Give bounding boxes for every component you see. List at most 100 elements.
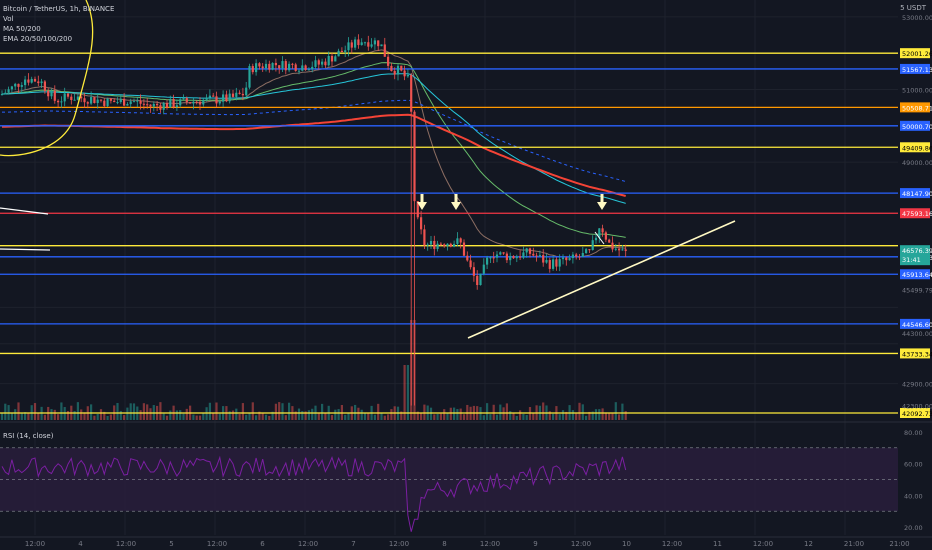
candle-body <box>528 248 532 254</box>
volume-bar <box>423 404 426 420</box>
candle-body <box>588 249 591 251</box>
candle-body <box>344 50 347 53</box>
volume-bar <box>162 413 165 420</box>
candle-body <box>113 100 116 103</box>
candle-body <box>621 249 624 251</box>
ema-indicator-label[interactable]: EMA 20/50/100/200 <box>3 35 73 43</box>
candle-body <box>0 93 4 95</box>
candle-body <box>123 98 126 106</box>
volume-bar <box>294 411 297 420</box>
time-axis-label: 21:00 <box>844 540 864 548</box>
candle-body <box>57 100 60 103</box>
candle-body <box>439 243 442 245</box>
symbol-title[interactable]: Bitcoin / TetherUS, 1h, BINANCE <box>3 5 115 13</box>
candle-body <box>495 254 499 258</box>
ema-100-line <box>2 73 626 204</box>
volume-bar <box>53 409 56 420</box>
volume-bar <box>149 408 152 420</box>
volume-bar <box>542 402 545 420</box>
rsi-axis-label: 60.00 <box>904 461 923 469</box>
volume-bar <box>129 403 132 420</box>
ma-indicator-label[interactable]: MA 50/200 <box>3 25 41 33</box>
candle-body <box>449 243 452 247</box>
candle-body <box>80 96 83 99</box>
volume-bar <box>24 412 27 420</box>
candle-body <box>189 102 192 104</box>
candle-body <box>561 257 565 260</box>
volume-bar <box>288 402 291 420</box>
time-axis-label: 9 <box>533 540 537 548</box>
candle-body <box>548 260 551 269</box>
price-level-value: 45913.64 <box>902 271 932 279</box>
candle-body <box>307 69 310 71</box>
volume-bar <box>624 411 627 420</box>
volume-bar <box>337 409 340 420</box>
volume-bar <box>175 410 178 420</box>
volume-bar <box>446 413 449 420</box>
volume-bar <box>198 415 202 420</box>
vol-indicator-label[interactable]: Vol <box>3 15 14 23</box>
candle-body <box>406 74 409 77</box>
candle-body <box>337 50 340 57</box>
volume-bar <box>248 412 251 420</box>
candle-body <box>370 44 373 47</box>
volume-bar <box>261 412 264 420</box>
candle-body <box>20 85 23 87</box>
volume-bar <box>195 415 198 420</box>
candle-body <box>185 98 188 103</box>
volume-bar <box>459 408 462 420</box>
candle-body <box>446 243 449 247</box>
candle-body <box>215 96 218 104</box>
volume-bar <box>581 404 584 420</box>
volume-bar <box>255 415 258 420</box>
horizontal-levels[interactable] <box>0 52 898 414</box>
candle-body <box>149 104 152 107</box>
candle-body <box>271 62 274 70</box>
candle-body <box>340 50 343 53</box>
price-axis: 52001.26 51567.13 50508.71 50000.70 49409.86… <box>900 14 932 532</box>
candle-body <box>169 99 172 108</box>
volume-bar <box>109 414 112 420</box>
volume-bar <box>433 414 436 420</box>
volume-bar <box>601 408 604 420</box>
volume-bar <box>486 403 489 420</box>
candle-body <box>476 275 479 286</box>
unit-top: 5 <box>900 4 905 12</box>
time-axis-label: 12:00 <box>480 540 500 548</box>
candle-body <box>459 238 462 243</box>
volume-bar <box>182 413 185 420</box>
volume-bar <box>179 410 182 420</box>
candle-body <box>175 105 178 108</box>
candle-body <box>314 60 317 67</box>
candle-body <box>4 92 7 94</box>
ascending-trendline <box>467 220 736 339</box>
ema-50-line <box>1 62 626 238</box>
volume-bar <box>618 414 621 420</box>
time-axis-label: 12:00 <box>662 540 682 548</box>
candle-body <box>37 81 40 84</box>
volume-bar <box>561 410 565 420</box>
price-level-value: 47593.16 <box>902 210 932 218</box>
volume-bar <box>482 415 485 420</box>
drawings[interactable] <box>0 0 736 339</box>
candle-body <box>129 101 132 105</box>
candle-body <box>585 249 588 254</box>
candle-body <box>519 256 522 258</box>
volume-bar <box>258 411 261 420</box>
volume-bar <box>621 403 624 420</box>
volume-bar <box>495 414 499 420</box>
candle-body <box>291 63 294 65</box>
rsi-indicator-label[interactable]: RSI (14, close) <box>3 432 54 440</box>
candle-body <box>429 240 433 245</box>
candle-body <box>568 258 571 261</box>
time-axis-label: 6 <box>260 540 265 548</box>
candle-body <box>377 40 380 47</box>
candle-body <box>297 70 301 72</box>
candle-body <box>486 257 489 265</box>
candle-body <box>614 248 617 250</box>
candle-body <box>264 63 268 69</box>
volume-bar <box>76 402 79 420</box>
candle-body <box>126 104 129 106</box>
candle-body <box>284 61 287 71</box>
